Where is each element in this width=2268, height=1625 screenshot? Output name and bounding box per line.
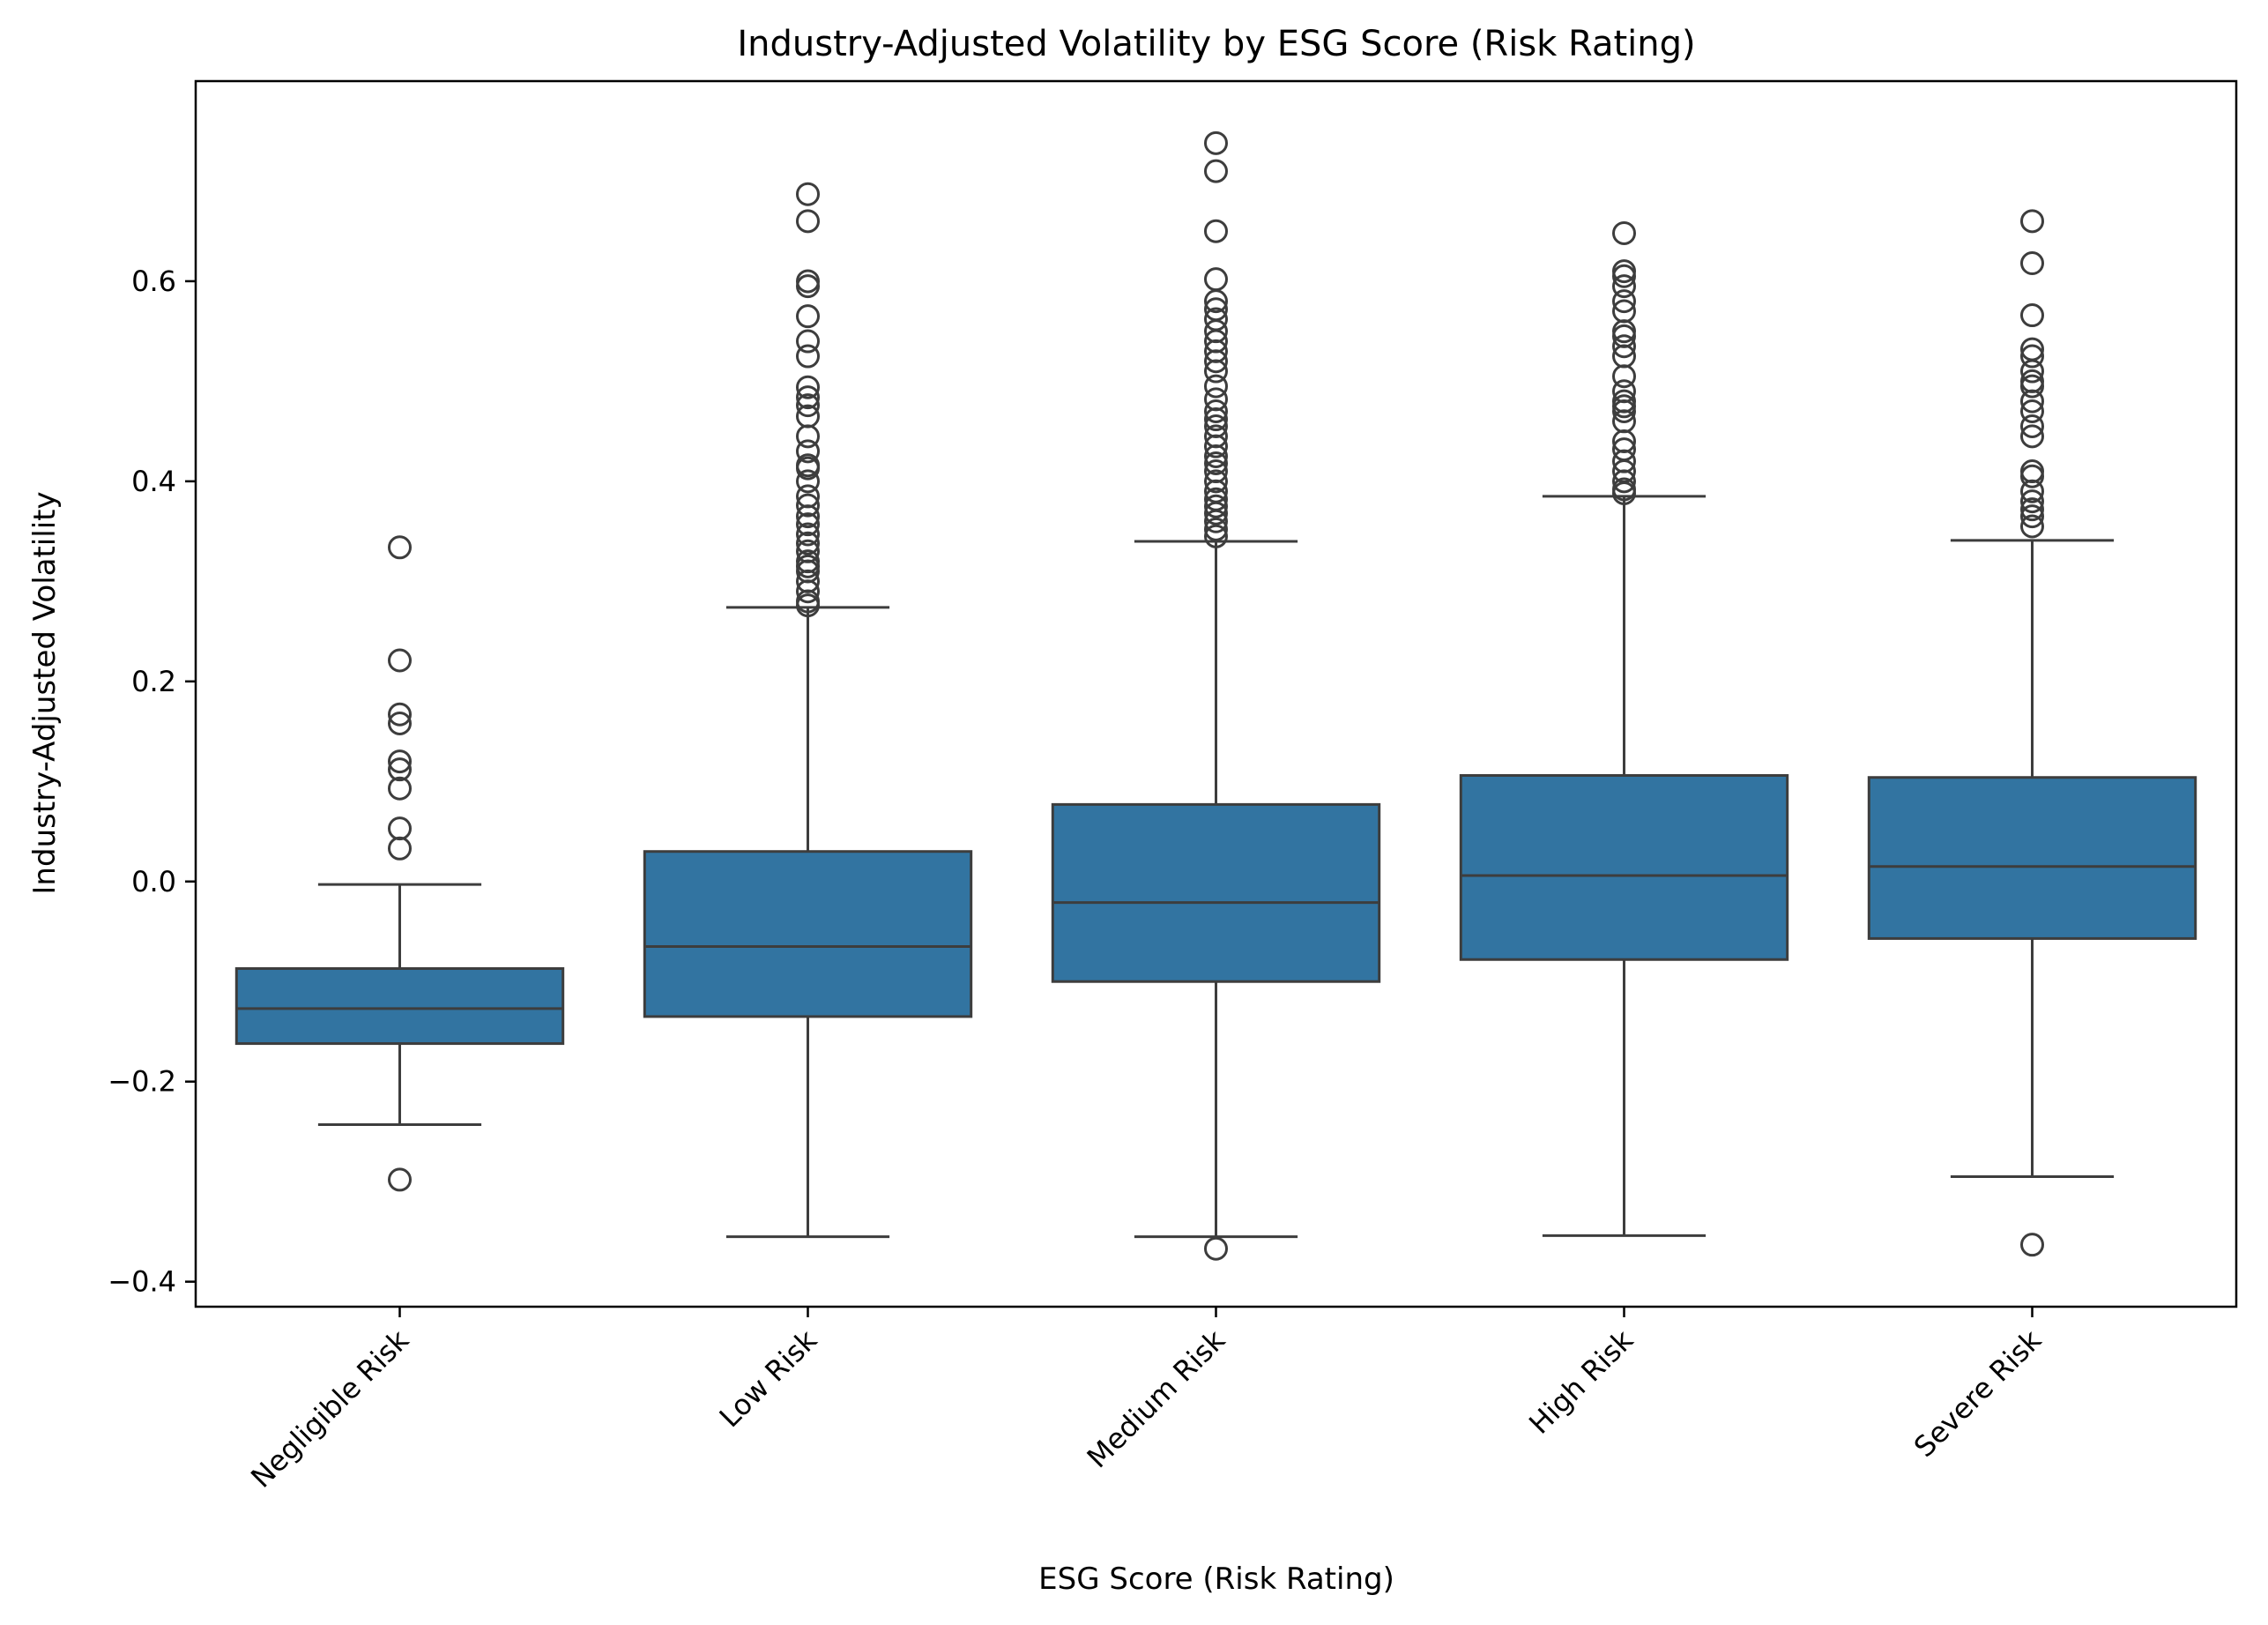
outlier-point: [2020, 489, 2044, 514]
outlier-point: [388, 702, 412, 727]
outlier-point: [1204, 359, 1228, 384]
outlier-point: [796, 522, 820, 547]
outlier-point: [388, 711, 412, 735]
outlier-point: [2020, 464, 2044, 488]
outlier-point: [796, 274, 820, 299]
outlier-point: [1612, 481, 1636, 505]
outlier-point: [1612, 220, 1636, 245]
outlier-point: [1204, 130, 1228, 155]
box-group: [1867, 209, 2197, 1257]
outlier-point: [1612, 399, 1636, 423]
y-tick-label: 0.6: [131, 265, 176, 298]
outlier-point: [796, 593, 820, 618]
outlier-point: [2020, 414, 2044, 438]
outlier-point: [796, 393, 820, 418]
iqr-box: [1051, 802, 1381, 983]
y-tick-label: −0.4: [108, 1265, 176, 1299]
outlier-point: [796, 329, 820, 354]
outlier-point: [796, 182, 820, 206]
outlier-point: [1204, 159, 1228, 183]
outlier-point: [1204, 469, 1228, 494]
outlier-point: [388, 1167, 412, 1192]
outlier-point: [2020, 1233, 2044, 1257]
outlier-point: [2020, 514, 2044, 539]
y-tick-label: 0.2: [131, 665, 176, 698]
outlier-point: [796, 344, 820, 369]
y-tick-label: −0.2: [108, 1065, 176, 1099]
outlier-point: [1612, 364, 1636, 389]
outlier-point: [796, 439, 820, 464]
outlier-point: [796, 493, 820, 518]
outlier-point: [2020, 359, 2044, 384]
outlier-point: [1204, 289, 1228, 314]
outlier-point: [1612, 334, 1636, 359]
outlier-point: [796, 304, 820, 329]
box-group: [643, 182, 973, 1239]
outlier-point: [796, 504, 820, 529]
outlier-point: [1612, 289, 1636, 314]
outlier-point: [388, 648, 412, 673]
outlier-point: [796, 375, 820, 399]
outlier-point: [1204, 349, 1228, 374]
outlier-point: [2020, 303, 2044, 328]
outlier-point: [2020, 497, 2044, 522]
y-tick-label: 0.4: [131, 465, 176, 498]
outlier-point: [796, 512, 820, 537]
outlier-point: [2020, 209, 2044, 234]
iqr-box: [643, 850, 973, 1018]
outlier-point: [388, 535, 412, 560]
outlier-point: [1204, 524, 1228, 548]
outlier-point: [1204, 494, 1228, 518]
outlier-point: [1204, 501, 1228, 526]
outlier-point: [1204, 219, 1228, 243]
outlier-point: [796, 531, 820, 555]
plot-area: [234, 130, 2197, 1261]
outlier-point: [2020, 251, 2044, 276]
outlier-point: [1204, 407, 1228, 432]
outlier-point: [2020, 504, 2044, 529]
outlier-point: [1204, 399, 1228, 423]
outlier-point: [1204, 517, 1228, 541]
outlier-point: [1204, 451, 1228, 475]
outlier-point: [796, 456, 820, 481]
iqr-box: [1459, 773, 1789, 961]
outlier-point: [388, 836, 412, 861]
outlier-point: [1612, 274, 1636, 299]
outlier-point: [1204, 509, 1228, 533]
y-tick-label: 0.0: [131, 865, 176, 898]
x-axis-label: ESG Score (Risk Rating): [1038, 1562, 1394, 1597]
outlier-point: [388, 749, 412, 774]
iqr-box: [234, 966, 565, 1046]
outlier-point: [2020, 344, 2044, 369]
box-group: [1051, 130, 1381, 1261]
box-group: [1459, 220, 1789, 1237]
outlier-point: [796, 469, 820, 494]
outlier-point: [796, 424, 820, 449]
box-group: [234, 535, 565, 1192]
outlier-point: [1612, 264, 1636, 288]
outlier-point: [2020, 374, 2044, 399]
outlier-point: [1204, 444, 1228, 469]
outlier-point: [2020, 399, 2044, 423]
outlier-point: [2020, 424, 2044, 449]
outlier-point: [1612, 469, 1636, 494]
chart-title: Industry-Adjusted Volatility by ESG Scor…: [737, 24, 1695, 64]
outlier-point: [2020, 479, 2044, 503]
y-axis-label: Industry-Adjusted Volatility: [27, 491, 63, 894]
outlier-point: [388, 757, 412, 782]
outlier-point: [2020, 389, 2044, 414]
iqr-box: [1867, 776, 2197, 940]
outlier-point: [796, 209, 820, 234]
outlier-point: [796, 385, 820, 410]
outlier-point: [796, 579, 820, 604]
outlier-point: [1204, 434, 1228, 458]
outlier-point: [388, 776, 412, 801]
outlier-point: [1204, 374, 1228, 399]
outlier-point: [1204, 1236, 1228, 1261]
